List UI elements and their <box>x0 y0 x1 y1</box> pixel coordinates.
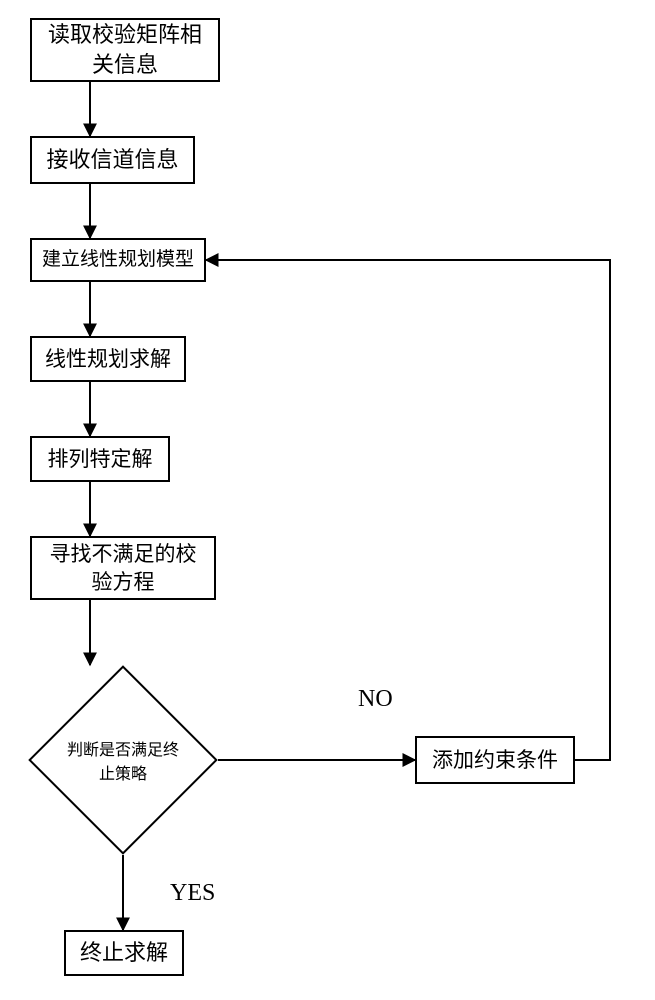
node-label: 寻找不满足的校验方程 <box>50 540 197 597</box>
node-decision-terminate: 判断是否满足终止策略 <box>56 693 190 827</box>
node-label: 排列特定解 <box>48 445 153 473</box>
node-find-unsatisfied: 寻找不满足的校验方程 <box>30 536 216 600</box>
node-read-matrix: 读取校验矩阵相关信息 <box>30 18 220 82</box>
node-label: 接收信道信息 <box>46 145 178 175</box>
node-label: 添加约束条件 <box>432 746 558 774</box>
node-add-constraint: 添加约束条件 <box>415 736 575 784</box>
node-label: 建立线性规划模型 <box>42 247 194 273</box>
node-build-lp-model: 建立线性规划模型 <box>30 238 206 282</box>
edge-label-yes: YES <box>170 880 215 907</box>
node-label: 读取校验矩阵相关信息 <box>48 20 202 79</box>
node-sort-solution: 排列特定解 <box>30 436 170 482</box>
node-label: 线性规划求解 <box>45 345 171 373</box>
node-label: 终止求解 <box>80 938 168 968</box>
edge-label-no: NO <box>358 686 393 713</box>
node-receive-channel: 接收信道信息 <box>30 136 195 184</box>
node-lp-solve: 线性规划求解 <box>30 336 186 382</box>
node-label: 判断是否满足终止策略 <box>66 736 180 784</box>
node-terminate: 终止求解 <box>64 930 184 976</box>
